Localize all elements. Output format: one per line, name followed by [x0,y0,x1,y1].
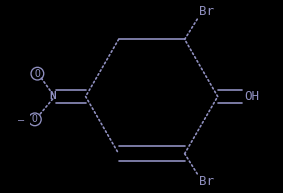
Text: Br: Br [199,175,214,188]
Text: OH: OH [244,90,259,103]
Text: N: N [49,91,56,102]
Text: Br: Br [199,5,214,18]
Text: −: − [17,116,25,126]
Text: O: O [35,69,40,79]
Text: O: O [32,114,38,124]
